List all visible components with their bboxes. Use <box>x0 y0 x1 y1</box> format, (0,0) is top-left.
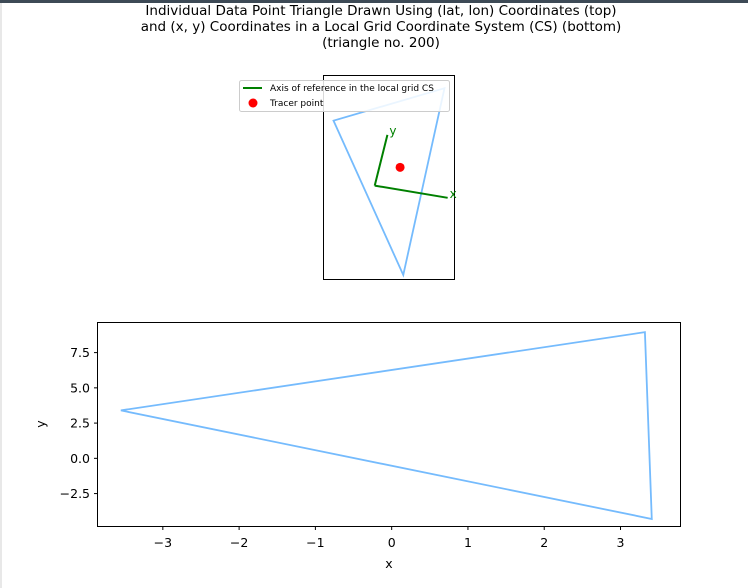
reference-x-axis-label: x <box>450 187 457 201</box>
x-tick-label: −1 <box>306 535 324 550</box>
bottom-x-ticks: −3 −2 −1 0 1 2 3 <box>154 526 625 550</box>
x-tick-label: −3 <box>154 535 172 550</box>
window-top-strip <box>0 0 748 3</box>
y-tick-label: 7.5 <box>70 345 90 360</box>
x-tick-label: 2 <box>540 535 548 550</box>
bottom-x-axis-title: x <box>385 556 392 571</box>
x-tick-label: 3 <box>617 535 625 550</box>
tracer-point-marker <box>395 162 405 172</box>
figure-title-line-2: and (x, y) Coordinates in a Local Grid C… <box>140 19 622 35</box>
top-legend: Axis of reference in the local grid CS T… <box>239 80 450 112</box>
reference-x-axis-line <box>374 184 448 199</box>
bottom-panel: −3 −2 −1 0 1 2 3 −2.5 0.0 2.5 5.0 7.5 x y <box>33 322 681 571</box>
bottom-triangle-outline <box>120 331 653 521</box>
y-tick-label: 2.5 <box>70 416 90 431</box>
bottom-y-axis-title: y <box>33 420 48 428</box>
x-tick-label: 0 <box>388 535 396 550</box>
legend-box <box>239 80 450 112</box>
x-tick-label: −2 <box>230 535 248 550</box>
bottom-axes-frame <box>97 322 681 527</box>
top-panel: x y Axis of reference in the local grid … <box>239 75 457 280</box>
y-tick-label: 5.0 <box>70 380 90 395</box>
figure-title-line-3: (triangle no. 200) <box>322 35 440 51</box>
bottom-y-ticks: −2.5 0.0 2.5 5.0 7.5 <box>60 345 98 501</box>
x-tick-label: 1 <box>464 535 472 550</box>
reference-y-axis-label: y <box>389 124 396 138</box>
window-left-edge <box>0 3 2 588</box>
legend-tracer-point-swatch <box>248 98 258 108</box>
top-axes-frame <box>323 75 455 280</box>
top-triangle-outline <box>332 86 446 278</box>
y-tick-label: 0.0 <box>70 451 90 466</box>
y-tick-label: −2.5 <box>60 486 90 501</box>
legend-reference-axis-label: Axis of reference in the local grid CS <box>270 84 434 94</box>
figure-title-line-1: Individual Data Point Triangle Drawn Usi… <box>145 3 617 19</box>
legend-tracer-point-label: Tracer point <box>269 99 324 109</box>
reference-y-axis-line <box>373 134 389 186</box>
figure-title: Individual Data Point Triangle Drawn Usi… <box>0 3 748 51</box>
